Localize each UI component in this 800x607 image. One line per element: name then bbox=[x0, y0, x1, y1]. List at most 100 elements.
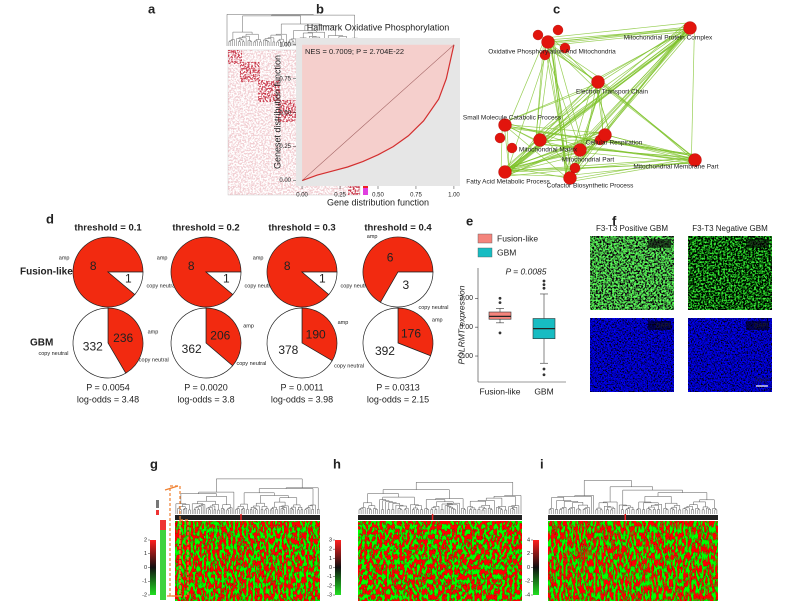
edge bbox=[551, 43, 567, 182]
key-tick-label: -1 bbox=[142, 579, 147, 585]
y-tick-label: 0.50 bbox=[279, 110, 291, 116]
log-odds: log-odds = 3.98 bbox=[271, 394, 333, 404]
pie-category-label: copy neutral bbox=[419, 305, 449, 311]
node-label: Small Molecule Catabolic Process bbox=[463, 115, 562, 122]
key-tick-label: 0 bbox=[329, 565, 332, 571]
log-odds: log-odds = 3.8 bbox=[177, 394, 234, 404]
x-tick-label: 1.00 bbox=[448, 193, 460, 199]
image-title: F3-T3 Positive GBM bbox=[596, 224, 668, 233]
edge bbox=[504, 29, 693, 171]
y-tick-label: 0.25 bbox=[279, 144, 291, 150]
dendrogram bbox=[175, 478, 320, 514]
key-tick-label: -1 bbox=[327, 574, 332, 580]
x-tick-label: GBM bbox=[534, 386, 553, 396]
pie-value-label: 392 bbox=[375, 344, 395, 358]
pie-category-label: amp bbox=[157, 255, 168, 261]
x-tick-label: 0.25 bbox=[334, 193, 346, 199]
color-key bbox=[335, 540, 341, 595]
pie-slice bbox=[107, 271, 144, 295]
node bbox=[598, 128, 612, 142]
color-key bbox=[533, 540, 539, 595]
annotation: P = 0.0085 bbox=[505, 266, 546, 276]
channel-badge bbox=[746, 239, 769, 248]
row-annotation bbox=[160, 520, 166, 530]
legend-label: Fusion-like bbox=[497, 233, 538, 243]
channel-badge bbox=[648, 321, 671, 330]
outlier bbox=[498, 331, 502, 335]
outlier bbox=[542, 279, 546, 283]
pie-value-label: 206 bbox=[210, 329, 230, 343]
key-tick-label: 2 bbox=[527, 551, 530, 557]
panel-label: a bbox=[148, 1, 156, 16]
key-tick-label: 1 bbox=[144, 551, 147, 557]
edge bbox=[580, 146, 697, 163]
pie-slice bbox=[266, 236, 338, 308]
highlight bbox=[179, 519, 189, 597]
pie-category-label: amp bbox=[59, 255, 70, 261]
edge bbox=[543, 22, 686, 39]
scale-bar-label: 50μm bbox=[755, 377, 769, 383]
edge bbox=[535, 28, 688, 136]
edge bbox=[551, 37, 585, 152]
p-value: P = 0.0054 bbox=[86, 382, 130, 392]
node bbox=[498, 165, 512, 179]
pie-slice bbox=[362, 236, 434, 303]
edge bbox=[596, 78, 695, 159]
key-tick-label: 2 bbox=[144, 537, 147, 543]
pie-slice bbox=[362, 307, 432, 379]
node bbox=[541, 35, 555, 49]
node-label: Oxidative Phosphorylation And Mitochondr… bbox=[488, 49, 616, 56]
edge bbox=[550, 28, 692, 45]
pie-category-label: amp bbox=[243, 323, 254, 329]
heatmap bbox=[358, 521, 522, 601]
node bbox=[539, 49, 551, 61]
edge bbox=[549, 30, 691, 46]
pie-slice bbox=[380, 271, 434, 308]
pie-value-label: 3 bbox=[403, 278, 410, 292]
edge bbox=[535, 83, 595, 136]
outlier bbox=[542, 373, 546, 377]
edge bbox=[502, 163, 692, 172]
heatmap bbox=[175, 521, 320, 601]
edge bbox=[535, 46, 546, 138]
legend-swatch bbox=[477, 233, 493, 244]
panel-label: b bbox=[316, 1, 324, 16]
pie-category-label: copy neutral bbox=[334, 364, 364, 370]
pie-value-label: 1 bbox=[223, 272, 230, 286]
sample-bar bbox=[156, 510, 159, 515]
panel-label: d bbox=[46, 211, 54, 226]
node bbox=[688, 153, 702, 167]
key-tick-label: 0 bbox=[144, 565, 147, 571]
edge bbox=[571, 139, 608, 180]
diagonal bbox=[301, 44, 455, 181]
node bbox=[573, 143, 587, 157]
outlier bbox=[498, 296, 502, 300]
key-tick-label: 4 bbox=[527, 537, 530, 543]
panel-label: f bbox=[612, 213, 617, 228]
key-tick-label: -4 bbox=[525, 592, 530, 598]
pie-category-label: copy neutral bbox=[245, 283, 275, 289]
node bbox=[532, 29, 544, 41]
node-label: Mitochondrial Protein Complex bbox=[624, 35, 713, 42]
edge bbox=[570, 83, 603, 174]
key-tick-label: -2 bbox=[142, 592, 147, 598]
outlier bbox=[542, 283, 546, 286]
pie-category-label: copy neutral bbox=[38, 351, 68, 357]
node-label: Fatty Acid Metabolic Process bbox=[466, 179, 550, 186]
node-label: Mitochondrial Part bbox=[562, 157, 615, 164]
legend-label: GBM bbox=[497, 247, 516, 257]
x-axis-label: Gene distribution function bbox=[327, 197, 429, 207]
key-tick-label: -3 bbox=[327, 592, 332, 598]
edge bbox=[598, 24, 690, 84]
channel-label: VDAC1 bbox=[748, 242, 769, 248]
edge bbox=[576, 29, 689, 147]
panel-label: g bbox=[150, 456, 158, 471]
edge bbox=[547, 46, 600, 84]
node-label: Mitochondrial Membrane Part bbox=[633, 164, 718, 171]
pie-value-label: 190 bbox=[306, 327, 326, 341]
edge bbox=[499, 151, 585, 171]
node-label: Cofactor Biosynthetic Process bbox=[547, 183, 634, 190]
edge bbox=[508, 167, 568, 179]
pie-slice bbox=[301, 271, 338, 295]
